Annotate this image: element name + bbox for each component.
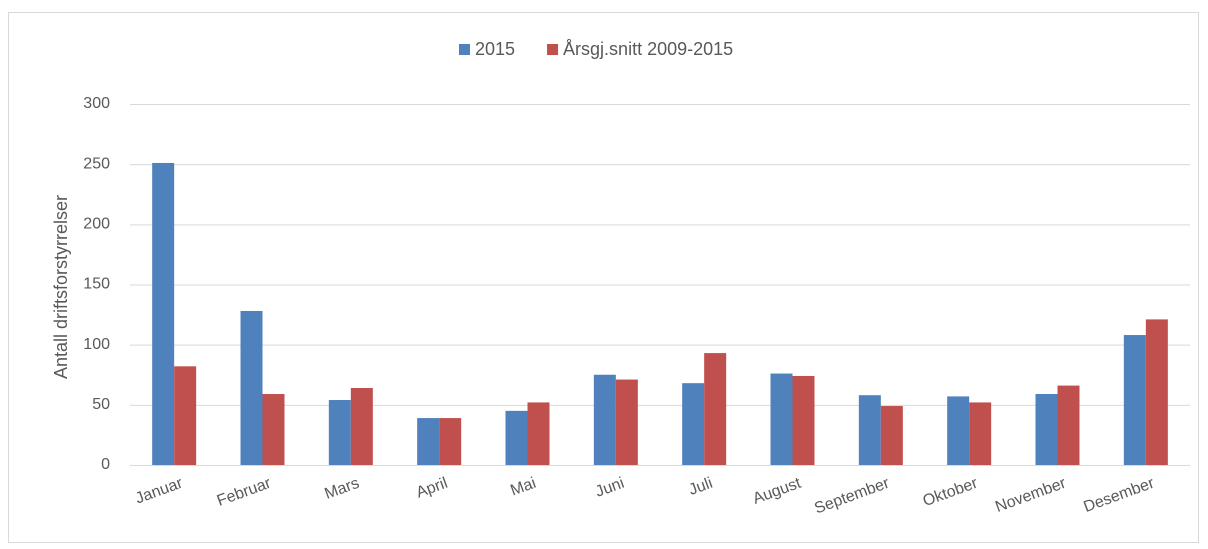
bar (969, 402, 992, 465)
bar (417, 418, 440, 465)
bar (880, 406, 903, 465)
bar (1145, 319, 1168, 465)
bar (439, 418, 462, 465)
bar (240, 310, 263, 465)
legend-swatch (459, 44, 470, 55)
y-tick-label: 150 (83, 276, 110, 293)
bar (792, 375, 815, 465)
legend-swatch (547, 44, 559, 55)
legend-label: Årsgj.snitt 2009-2015 (563, 39, 733, 59)
bar (328, 400, 351, 465)
y-tick-label: 300 (83, 95, 110, 112)
y-axis-label: Antall driftsforstyrrelser (51, 195, 71, 379)
bar (1035, 394, 1058, 465)
y-tick-label: 50 (92, 396, 110, 413)
bar (593, 374, 616, 465)
bar (505, 410, 528, 465)
bar (682, 383, 705, 465)
bar (174, 366, 197, 465)
legend-label: 2015 (475, 39, 515, 59)
y-tick-label: 200 (83, 216, 110, 233)
bar (262, 394, 285, 465)
y-tick-label: 250 (83, 155, 110, 172)
bar (1057, 385, 1080, 465)
bar (527, 402, 550, 465)
bar (858, 395, 881, 465)
bar (615, 379, 638, 465)
bar (770, 373, 793, 465)
y-tick-label: 100 (83, 336, 110, 353)
y-tick-label: 0 (101, 456, 110, 473)
bar (947, 396, 970, 465)
bar (1123, 335, 1146, 465)
bar (704, 353, 727, 465)
bar (152, 162, 175, 466)
bar (350, 387, 373, 465)
